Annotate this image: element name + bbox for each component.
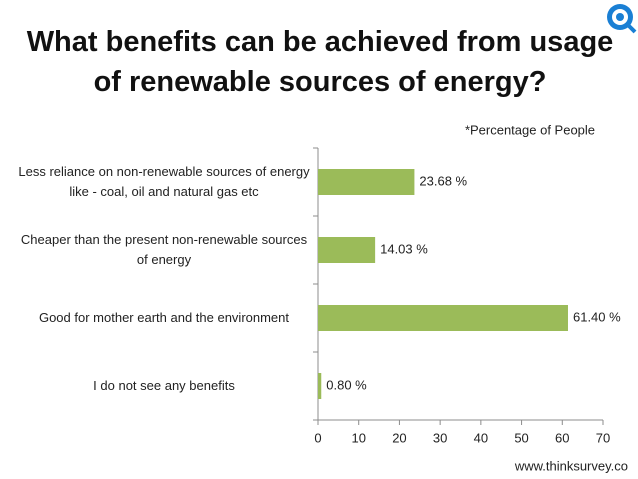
chart-title: What benefits can be achieved from usage… <box>26 26 614 98</box>
x-tick-label: 60 <box>555 430 569 445</box>
bar <box>318 305 568 331</box>
bar <box>318 373 322 399</box>
x-tick-label: 10 <box>351 430 365 445</box>
source: www.thinksurvey.co <box>514 458 628 473</box>
category-label: I do not see any benefits <box>93 378 235 393</box>
annotation: *Percentage of People <box>465 122 595 137</box>
category-label: Cheaper than the present non-renewable s… <box>20 232 308 267</box>
value-label: 0.80 % <box>326 377 367 392</box>
x-tick-label: 20 <box>392 430 406 445</box>
bar <box>318 169 415 195</box>
value-label: 23.68 % <box>419 173 467 188</box>
x-tick-label: 30 <box>433 430 447 445</box>
x-tick-label: 40 <box>474 430 488 445</box>
logo <box>607 4 637 34</box>
x-tick-label: 70 <box>596 430 610 445</box>
x-tick-label: 50 <box>514 430 528 445</box>
value-label: 61.40 % <box>573 309 621 324</box>
category-label: Less reliance on non-renewable sources o… <box>18 164 310 199</box>
bar <box>318 237 376 263</box>
value-label: 14.03 % <box>380 241 428 256</box>
x-tick-label: 0 <box>314 430 321 445</box>
category-label: Good for mother earth and the environmen… <box>38 310 290 325</box>
